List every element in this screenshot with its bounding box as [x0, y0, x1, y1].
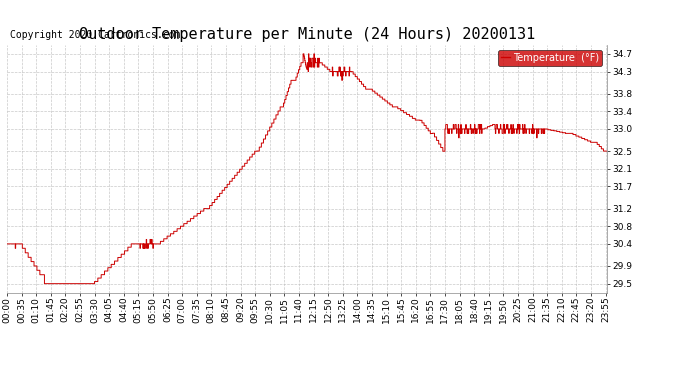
Title: Outdoor Temperature per Minute (24 Hours) 20200131: Outdoor Temperature per Minute (24 Hours…	[79, 27, 535, 42]
Legend: Temperature  (°F): Temperature (°F)	[497, 50, 602, 66]
Text: Copyright 2020 Cartronics.com: Copyright 2020 Cartronics.com	[10, 30, 180, 40]
